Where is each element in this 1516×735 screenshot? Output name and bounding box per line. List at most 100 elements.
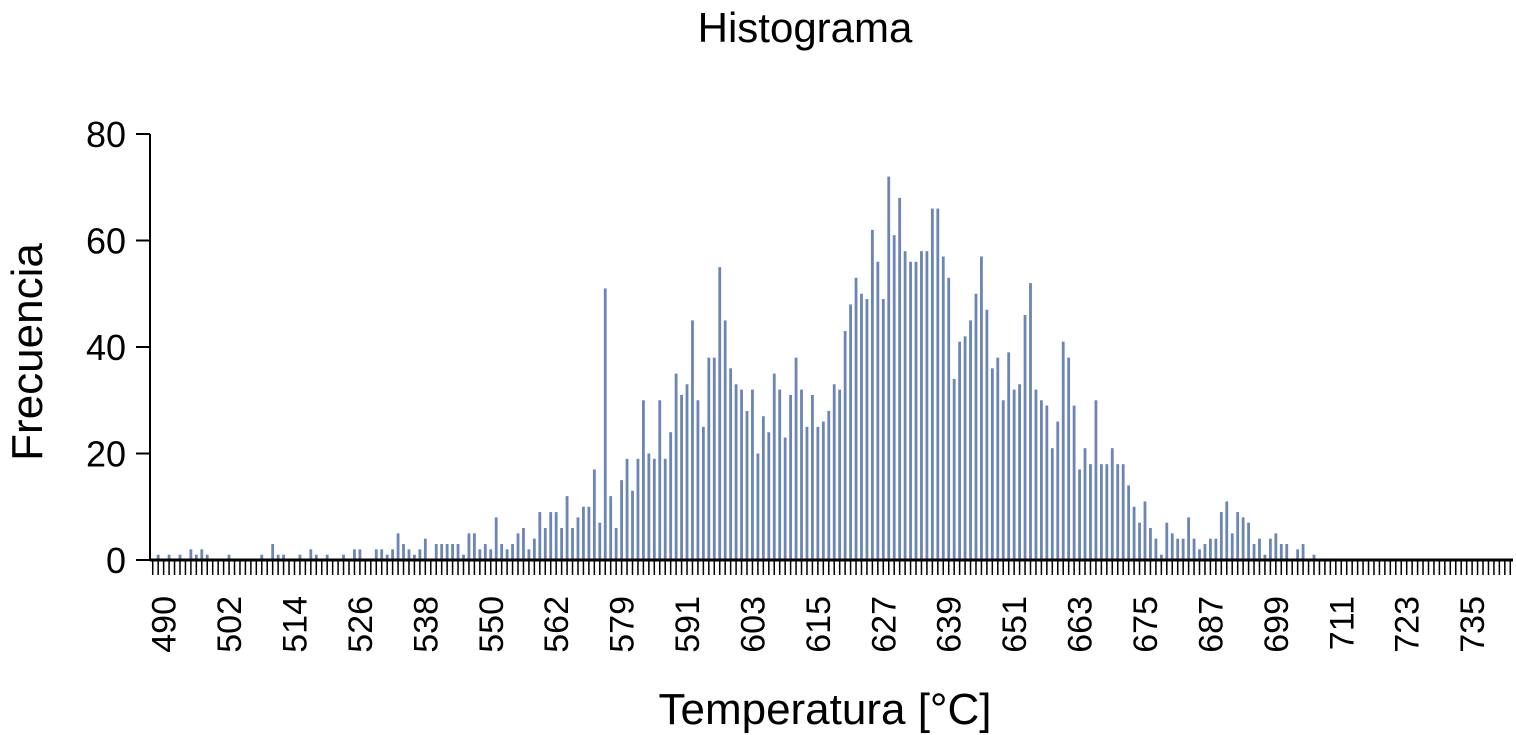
- bar: [811, 394, 814, 560]
- bar: [794, 357, 798, 560]
- bar: [647, 453, 651, 560]
- bar: [1105, 464, 1109, 560]
- bar: [1040, 400, 1043, 560]
- bar: [936, 208, 940, 561]
- x-tick-label: 615: [800, 596, 838, 653]
- bar: [701, 426, 705, 560]
- bar: [718, 267, 722, 560]
- bar: [620, 480, 623, 560]
- bar: [194, 554, 198, 560]
- bar: [603, 288, 607, 560]
- bar: [734, 384, 738, 560]
- bar: [1056, 421, 1060, 560]
- bar: [990, 368, 994, 560]
- bar: [353, 549, 356, 560]
- bar: [1132, 506, 1136, 560]
- x-tick-label: 526: [342, 596, 380, 653]
- bar: [494, 517, 498, 560]
- x-tick-label: 591: [669, 596, 707, 653]
- bar: [413, 554, 416, 560]
- bar: [1219, 512, 1223, 560]
- bar: [930, 208, 934, 561]
- bar: [282, 554, 285, 560]
- bar: [821, 421, 825, 560]
- bar: [609, 496, 613, 560]
- bar: [489, 549, 493, 560]
- chart-title: Histograma: [698, 4, 913, 51]
- bar: [276, 554, 280, 560]
- bar: [391, 549, 395, 560]
- bar: [772, 373, 776, 560]
- bar: [996, 357, 1000, 560]
- x-tick-label: 663: [1062, 596, 1100, 653]
- bar: [756, 453, 760, 560]
- bar: [560, 528, 564, 560]
- bar: [205, 554, 209, 560]
- bar: [527, 549, 531, 560]
- bar: [952, 378, 956, 560]
- bar: [189, 549, 193, 560]
- bar: [832, 384, 836, 560]
- bar: [434, 544, 438, 560]
- bar: [1083, 448, 1087, 560]
- bar: [663, 458, 667, 560]
- bar: [1045, 405, 1049, 560]
- bar: [1296, 549, 1300, 560]
- bar: [1127, 485, 1131, 560]
- x-tick-label: 651: [996, 596, 1034, 653]
- bar: [712, 357, 716, 560]
- x-tick-label: 711: [1323, 596, 1361, 650]
- x-tick-label: 675: [1127, 596, 1165, 653]
- bar: [740, 389, 743, 560]
- bar: [418, 549, 422, 560]
- x-tick-label: 699: [1258, 596, 1296, 653]
- x-tick-label: 639: [931, 596, 969, 653]
- bar: [1094, 400, 1098, 560]
- bar: [658, 400, 662, 560]
- bar: [1176, 538, 1180, 560]
- bar: [385, 554, 389, 560]
- bar: [522, 528, 525, 560]
- bar: [843, 331, 847, 560]
- y-axis-label: Frecuencia: [3, 243, 52, 461]
- bar: [898, 197, 902, 560]
- bar: [500, 544, 504, 560]
- bar: [767, 432, 771, 560]
- bar: [876, 261, 880, 560]
- bar: [636, 458, 640, 560]
- bar: [1149, 528, 1152, 560]
- bar: [614, 528, 618, 560]
- bar: [598, 522, 602, 560]
- bar: [167, 554, 171, 560]
- bar: [870, 229, 874, 560]
- bar: [1138, 522, 1141, 560]
- bar: [1143, 501, 1147, 560]
- bar: [685, 384, 689, 560]
- bar: [805, 426, 809, 560]
- bar: [1274, 533, 1278, 560]
- bar: [396, 533, 400, 560]
- x-tick-label: 490: [146, 596, 184, 653]
- bar: [478, 549, 482, 560]
- bar: [674, 373, 678, 560]
- bar: [511, 544, 514, 560]
- bar: [729, 368, 733, 560]
- bar: [838, 389, 842, 560]
- bar: [969, 320, 972, 560]
- bar: [309, 549, 313, 560]
- bar: [483, 544, 487, 560]
- bar: [260, 554, 264, 560]
- bar: [778, 389, 782, 560]
- bar: [985, 309, 989, 560]
- bar: [380, 549, 384, 560]
- x-tick-label: 579: [604, 596, 642, 653]
- bar: [652, 458, 656, 560]
- bar: [909, 261, 912, 560]
- bar: [854, 277, 858, 560]
- bar: [980, 256, 983, 560]
- bar: [1110, 448, 1114, 560]
- bar: [1078, 469, 1081, 560]
- y-tick-label: 40: [86, 327, 126, 368]
- bar: [1258, 538, 1261, 560]
- bar: [587, 506, 591, 560]
